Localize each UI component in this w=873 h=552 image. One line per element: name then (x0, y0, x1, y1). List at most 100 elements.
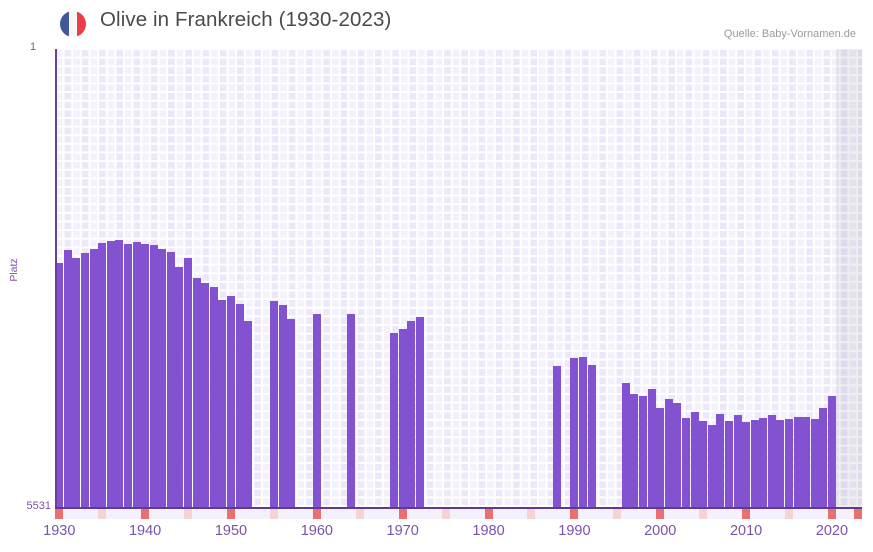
bar (89, 248, 98, 507)
tick-marker-half-decade (441, 509, 450, 519)
bar (578, 357, 587, 507)
bar (132, 241, 141, 507)
bar (123, 244, 132, 507)
tick-marker-decade (656, 509, 665, 519)
flag-blue-stripe (60, 11, 69, 37)
tick-marker-decade (55, 509, 64, 519)
y-axis-title: Platz (8, 258, 20, 282)
y-axis-bottom-label: 5531 (26, 500, 51, 512)
tick-marker-half-decade (355, 509, 364, 519)
bar (390, 333, 399, 507)
tick-marker-half-decade (269, 509, 278, 519)
bar (810, 419, 819, 507)
x-tick-label-2020: 2020 (815, 523, 849, 539)
y-axis-line (55, 49, 57, 507)
bar (707, 424, 716, 507)
bar (407, 321, 416, 507)
bar (287, 318, 296, 507)
tick-marker-half-decade (699, 509, 708, 519)
bar (553, 366, 562, 507)
bar (570, 357, 579, 507)
bar (724, 420, 733, 507)
bar (166, 251, 175, 507)
bar (244, 320, 253, 507)
france-flag-icon (60, 11, 86, 37)
bar (278, 304, 287, 507)
x-axis-tick-band (55, 509, 862, 519)
x-tick-label-1960: 1960 (300, 523, 333, 539)
bar (750, 419, 759, 507)
bar (175, 266, 184, 507)
x-tick-label-1980: 1980 (472, 523, 505, 539)
bar (716, 414, 725, 507)
bar (72, 257, 81, 507)
bar (639, 395, 648, 507)
bar (312, 313, 321, 507)
tick-marker-end (854, 509, 862, 519)
bar (184, 257, 193, 507)
tick-marker-decade (484, 509, 493, 519)
tick-marker-decade (398, 509, 407, 519)
x-tick-label-1990: 1990 (558, 523, 591, 539)
bar (55, 263, 64, 507)
bar (656, 408, 665, 507)
bar (141, 243, 150, 507)
bar (776, 419, 785, 507)
bar (647, 389, 656, 507)
x-tick-label-2010: 2010 (729, 523, 763, 539)
tick-marker-decade (312, 509, 321, 519)
bar (209, 286, 218, 507)
bar (106, 241, 115, 507)
chart-header: Olive in Frankreich (1930-2023) Quelle: … (0, 0, 873, 44)
chart-title: Olive in Frankreich (1930-2023) (100, 8, 392, 31)
bar (235, 304, 244, 507)
bar (81, 253, 90, 507)
tick-marker-decade (141, 509, 150, 519)
plot-area (55, 49, 862, 507)
tick-marker-half-decade (184, 509, 193, 519)
tick-marker-half-decade (527, 509, 536, 519)
x-tick-label-1970: 1970 (386, 523, 419, 539)
bar (819, 407, 828, 507)
bar (218, 299, 227, 507)
bar (664, 399, 673, 507)
bar (621, 382, 630, 507)
bar (699, 420, 708, 507)
bar (63, 250, 72, 507)
flag-red-stripe (77, 11, 86, 37)
bar (785, 419, 794, 507)
tick-marker-half-decade (98, 509, 107, 519)
bar (742, 421, 751, 507)
bar (115, 240, 124, 507)
bar (767, 415, 776, 507)
bar (347, 313, 356, 507)
x-tick-label-1940: 1940 (128, 523, 162, 539)
bar (415, 317, 424, 507)
bar (682, 418, 690, 507)
bar (690, 411, 699, 507)
tick-marker-decade (742, 509, 751, 519)
bar (192, 277, 201, 507)
bars-layer (55, 49, 862, 507)
tick-marker-decade (570, 509, 579, 519)
bar (398, 328, 407, 507)
source-label: Quelle: Baby-Vornamen.de (723, 28, 856, 40)
bar (587, 365, 596, 507)
x-tick-label-1950: 1950 (214, 523, 248, 539)
tick-marker-half-decade (613, 509, 622, 519)
bar (149, 245, 158, 507)
x-tick-label-2000: 2000 (644, 523, 677, 539)
tick-marker-decade (827, 509, 836, 519)
bar (793, 416, 802, 507)
bar (269, 300, 278, 507)
bar (802, 417, 811, 507)
bar (759, 418, 768, 507)
bar (630, 394, 639, 507)
bar (201, 283, 210, 507)
x-axis-line (55, 507, 862, 509)
bar (158, 248, 167, 507)
bar (827, 395, 836, 507)
bar (226, 295, 235, 507)
bar (673, 402, 682, 507)
